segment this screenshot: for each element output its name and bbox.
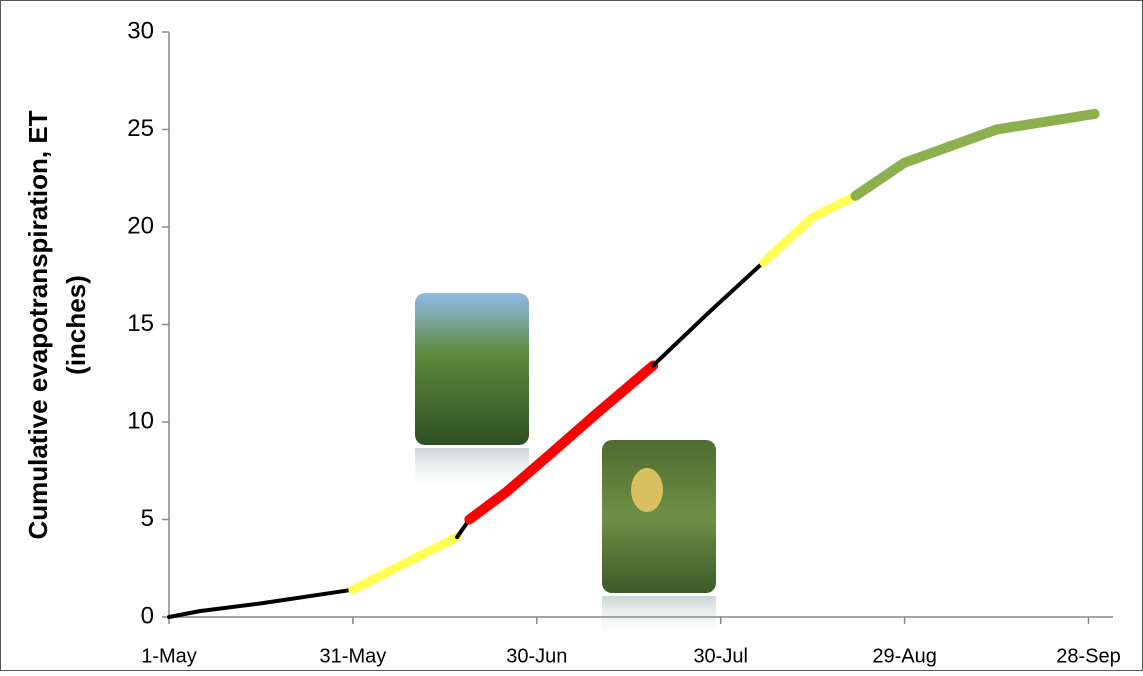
y-tick-label: 0 xyxy=(141,602,154,629)
y-tick-label: 30 xyxy=(127,17,154,44)
y-tick-label: 10 xyxy=(127,407,154,434)
photo-tassel xyxy=(415,293,529,445)
line-segment xyxy=(850,108,1100,201)
photo-silk xyxy=(631,468,663,512)
line-segment xyxy=(348,532,462,595)
y-tick-label: 25 xyxy=(127,115,154,142)
y-axis-label: Cumulative evapotranspiration, ET xyxy=(23,110,53,539)
y-tick-label: 15 xyxy=(127,310,154,337)
x-tick-label: 30-Jul xyxy=(693,645,747,667)
y-axis-label: (inches) xyxy=(61,275,91,375)
photo-reflection xyxy=(602,596,716,641)
x-tick-label: 31-May xyxy=(320,645,387,667)
y-tick-label: 5 xyxy=(141,505,154,532)
x-tick-label: 28-Sep xyxy=(1056,645,1121,667)
line-segment xyxy=(464,360,659,525)
line-segment xyxy=(651,260,766,368)
photo-ear xyxy=(602,440,716,593)
line-segment xyxy=(759,191,861,267)
y-tick-label: 20 xyxy=(127,212,154,239)
x-tick-label: 29-Aug xyxy=(872,645,937,667)
x-tick-label: 1-May xyxy=(141,645,197,667)
line-segment xyxy=(167,587,355,619)
x-tick-label: 30-Jun xyxy=(506,645,567,667)
